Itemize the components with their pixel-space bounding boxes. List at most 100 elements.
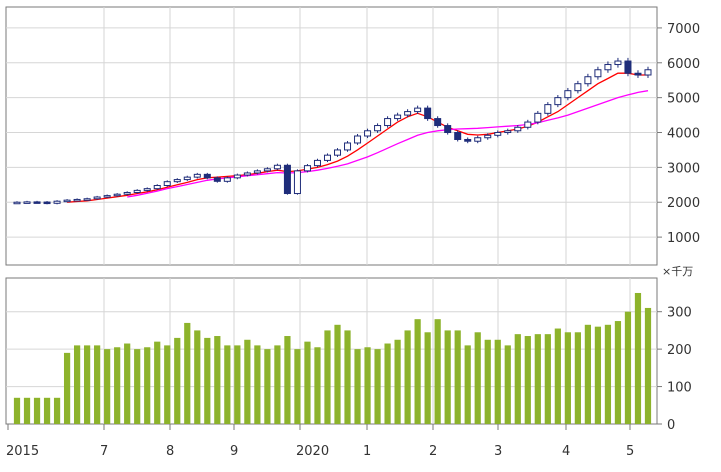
volume-bar — [354, 349, 361, 424]
x-tick-label: 1 — [363, 444, 371, 459]
candle-body — [83, 198, 91, 201]
volume-bar — [73, 345, 81, 424]
candle-body — [504, 130, 512, 134]
volume-bar — [154, 341, 161, 424]
volume-bar — [134, 349, 141, 424]
volume-bars — [13, 292, 652, 424]
candle-body — [554, 97, 562, 106]
volume-bar — [254, 345, 261, 424]
volume-unit-label: ×千万 — [662, 265, 693, 278]
volume-bar — [534, 334, 541, 424]
volume-bar — [13, 397, 21, 424]
candle-body — [213, 177, 221, 182]
candle-body — [444, 125, 452, 134]
candle-body — [253, 170, 261, 174]
candle-body — [404, 111, 412, 116]
candle-body — [614, 60, 622, 66]
volume-bar — [244, 339, 251, 424]
volume-y-tick-label: 0 — [667, 418, 675, 433]
volume-bar — [404, 330, 411, 424]
volume-bar — [424, 332, 431, 424]
candle-body — [354, 135, 362, 144]
price-y-tick-label: 7000 — [667, 22, 700, 37]
volume-bar — [564, 332, 571, 424]
candle-body — [163, 181, 171, 187]
volume-bar — [114, 347, 121, 424]
volume-bar — [184, 322, 191, 424]
candle-body — [133, 189, 141, 193]
volume-bar — [394, 339, 401, 424]
volume-bar — [554, 328, 561, 424]
candle-body — [564, 90, 572, 99]
volume-bar — [474, 332, 481, 424]
price-y-tick-label: 2000 — [667, 196, 700, 211]
volume-y-axis: 300 200 100 0 — [657, 306, 692, 433]
volume-bar — [124, 343, 131, 424]
candle-body — [323, 154, 331, 161]
candle-body — [484, 134, 492, 139]
candle-body — [243, 172, 251, 176]
volume-bar — [334, 324, 341, 424]
candle-body — [293, 170, 301, 195]
candle-body — [263, 168, 271, 172]
price-y-tick-label: 6000 — [667, 57, 700, 72]
candle-body — [113, 193, 121, 197]
price-candles — [13, 57, 652, 205]
candle-body — [544, 104, 552, 114]
volume-bar — [314, 347, 321, 424]
volume-bar — [364, 347, 371, 424]
price-y-tick-label: 4000 — [667, 127, 700, 142]
volume-bar — [494, 339, 501, 424]
volume-bar — [274, 345, 281, 424]
volume-bar — [454, 330, 461, 424]
candle-body — [173, 179, 181, 183]
volume-bar — [104, 349, 111, 424]
volume-bar — [444, 330, 451, 424]
candle-body — [103, 195, 111, 198]
volume-bar — [234, 345, 241, 424]
candle-body — [394, 114, 402, 120]
volume-bar — [63, 352, 71, 424]
volume-bar — [294, 349, 301, 424]
candle-body — [524, 121, 532, 128]
volume-bar — [624, 311, 632, 424]
x-tick-label: 2020 — [296, 444, 329, 459]
volume-bar — [264, 349, 271, 424]
x-tick-label: 7 — [100, 444, 108, 459]
candle-body — [273, 164, 281, 170]
candle-body — [233, 174, 241, 179]
candle-body — [13, 201, 21, 205]
volume-bar — [544, 334, 551, 424]
volume-bar — [94, 345, 101, 424]
volume-bar — [43, 397, 51, 424]
candle-body — [454, 132, 462, 140]
volume-y-tick-label: 300 — [667, 306, 692, 321]
candle-body — [584, 76, 592, 85]
x-tick-label: 3 — [494, 444, 502, 459]
volume-bar — [434, 319, 441, 424]
volume-bar — [344, 330, 351, 424]
volume-bar — [484, 339, 491, 424]
candle-body — [223, 177, 231, 182]
volume-bar — [214, 336, 221, 424]
candle-body — [604, 64, 612, 71]
candle-body — [464, 138, 472, 142]
x-tick-label: 9 — [230, 444, 238, 459]
candle-body — [644, 69, 652, 76]
volume-bar — [33, 397, 41, 424]
candle-body — [574, 83, 582, 92]
price-panel-frame — [5, 6, 658, 266]
moving-average-line — [67, 72, 648, 203]
volume-bar — [584, 324, 592, 424]
candle-body — [43, 201, 51, 205]
volume-bar — [594, 326, 602, 424]
candle-body — [33, 201, 41, 204]
candle-body — [73, 198, 81, 202]
candle-body — [283, 164, 291, 195]
candle-body — [494, 132, 502, 136]
volume-bar — [204, 337, 211, 424]
volume-y-tick-label: 200 — [667, 343, 692, 358]
candle-body — [93, 196, 101, 200]
volume-bar — [604, 324, 612, 424]
volume-bar — [634, 292, 642, 424]
